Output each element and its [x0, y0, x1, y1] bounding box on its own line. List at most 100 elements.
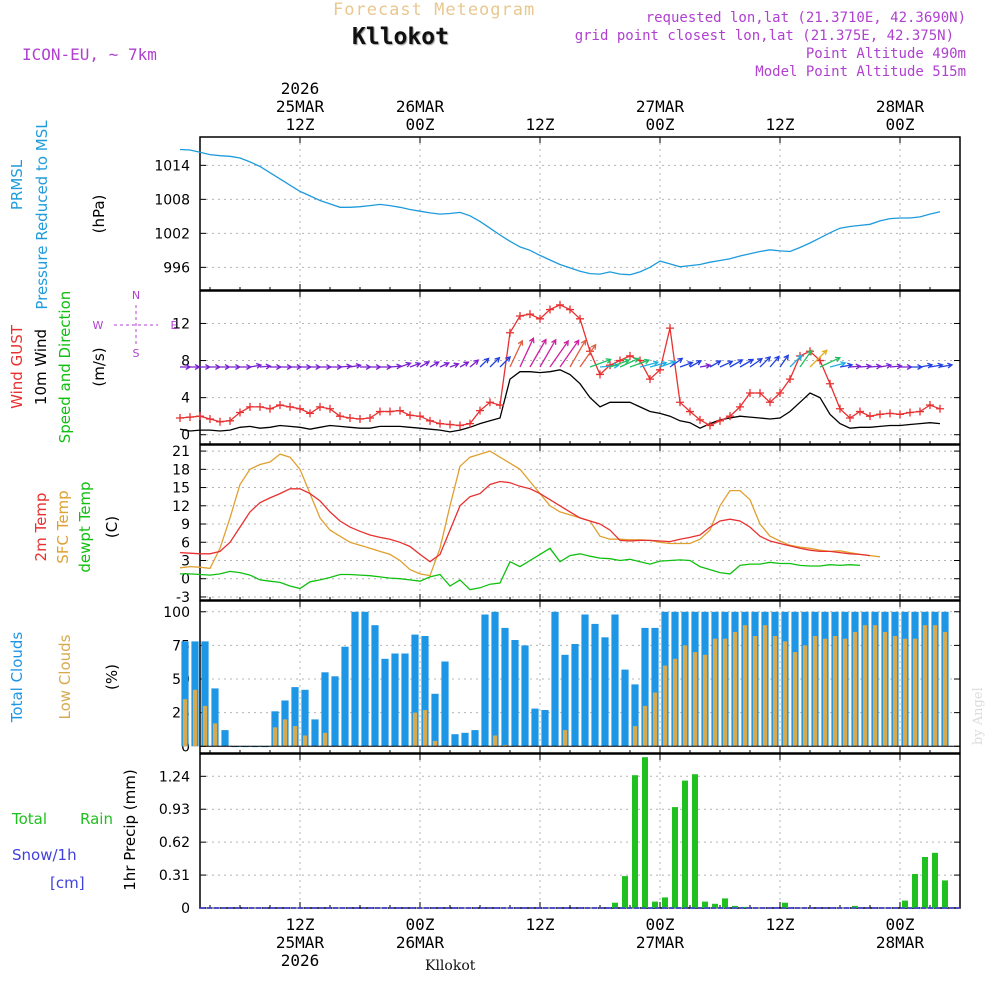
wind-arrow — [469, 359, 480, 368]
pressure-line — [179, 148, 941, 276]
rain-bar — [652, 901, 658, 908]
total-cloud-bar — [481, 614, 489, 747]
time-label: 12Z — [526, 915, 555, 934]
total-cloud-bar — [581, 614, 589, 747]
wind-arrow — [569, 339, 587, 368]
total-clouds-label: Total Clouds — [8, 632, 26, 724]
total-cloud-bar — [321, 672, 329, 747]
pressure-label-2: Pressure Reduced to MSL — [33, 120, 51, 310]
rain-bar — [692, 774, 698, 908]
gust-marker — [646, 375, 654, 384]
low-cloud-bar — [432, 740, 438, 747]
gust-marker — [776, 389, 784, 397]
gust-marker — [566, 305, 574, 314]
wind-arrow — [609, 358, 631, 368]
panel-1: 996 1002 1008 1014 — [154, 136, 961, 291]
wind-arrow — [230, 364, 242, 370]
low-cloud-bar — [842, 638, 848, 747]
rain-bar — [912, 874, 918, 908]
wind-arrow — [449, 362, 460, 369]
panel-3: -3 0 3 6 9 12 15 18 21 — [172, 444, 961, 606]
time-label: 12Z — [766, 115, 795, 134]
rain-bar — [932, 852, 938, 908]
gust-marker — [686, 407, 694, 416]
total-cloud-bar — [541, 710, 549, 747]
time-label: 26MAR — [396, 933, 445, 952]
panel-2: 0 4 8 12 — [172, 290, 961, 445]
gust-marker — [196, 412, 204, 421]
wind-arrow — [729, 359, 744, 368]
wind-arrow — [709, 360, 722, 368]
gust-marker — [826, 379, 834, 388]
gust-marker — [536, 314, 544, 323]
gust-marker — [276, 401, 284, 410]
location-title: Kllokot — [352, 24, 449, 50]
gust-marker — [576, 314, 584, 323]
low-cloud-bar — [182, 699, 188, 747]
total-cloud-bar — [291, 687, 299, 747]
gust-marker — [346, 414, 354, 423]
time-label: 00Z — [886, 115, 915, 134]
pressure-unit: (hPa) — [90, 195, 108, 234]
y-tick-label: 996 — [163, 260, 190, 276]
wind-arrow — [789, 354, 803, 368]
wind-arrow — [869, 363, 883, 370]
y-tick-label: 1002 — [154, 226, 190, 242]
total-cloud-bar — [331, 676, 339, 747]
wind-arrow — [829, 361, 847, 368]
total-cloud-bar — [521, 645, 529, 747]
low-cloud-bar — [212, 723, 218, 747]
gust-marker — [676, 398, 684, 407]
total-cloud-bar — [601, 637, 609, 747]
gust-marker — [926, 401, 934, 410]
wind-arrow — [339, 363, 353, 370]
total-cloud-bar — [531, 708, 539, 747]
rain-bar — [922, 857, 928, 908]
total-cloud-bar — [401, 653, 409, 747]
low-cloud-bar — [422, 710, 428, 747]
rain-bar — [732, 905, 738, 908]
gust-marker — [606, 361, 614, 370]
wind-unit: (m/s) — [90, 347, 108, 386]
panel-frame — [199, 136, 961, 291]
total-cloud-bar — [611, 614, 619, 747]
gust-marker — [556, 300, 564, 309]
total-cloud-bar — [411, 634, 419, 747]
total-cloud-bar — [631, 684, 639, 747]
gust-marker — [496, 401, 504, 410]
gust-marker — [236, 408, 244, 417]
time-label: 00Z — [886, 915, 915, 934]
time-label: 12Z — [286, 915, 315, 934]
rain-bar — [942, 880, 948, 908]
wind-arrow — [889, 363, 903, 370]
wind-arrow — [919, 362, 934, 369]
time-label: 27MAR — [636, 933, 685, 952]
gust-marker — [226, 416, 234, 425]
dewpoint-line — [180, 547, 861, 591]
wind-speed-dir-label: Speed and Direction — [56, 291, 74, 444]
low-cloud-bar — [712, 638, 718, 747]
footer-location: Kllokot — [425, 958, 476, 974]
low-cloud-bar — [902, 638, 908, 747]
wind-arrow — [879, 362, 893, 369]
wind-arrow — [479, 357, 490, 368]
y-tick-label: 21 — [172, 444, 190, 460]
low-cloud-bar — [282, 719, 288, 747]
gust-marker — [916, 407, 924, 416]
wind-gust-label: Wind GUST — [8, 324, 26, 409]
y-tick-label: 0 — [181, 428, 190, 444]
grid-coords: grid point closest lon,lat (21.375E, 42.… — [574, 28, 954, 44]
y-tick-label: 100 — [163, 605, 190, 621]
time-label: 2026 — [281, 79, 320, 98]
precip-rain-label: Rain — [80, 810, 113, 828]
low-cloud-bar — [782, 641, 788, 747]
gust-marker — [906, 408, 914, 417]
total-cloud-bar — [421, 636, 429, 747]
gust-marker — [836, 404, 844, 413]
wind-arrow — [719, 360, 734, 368]
rain-bar — [742, 906, 748, 908]
low-cloud-bar — [812, 636, 818, 747]
low-cloud-bar — [632, 726, 638, 747]
total-cloud-bar — [441, 661, 449, 747]
